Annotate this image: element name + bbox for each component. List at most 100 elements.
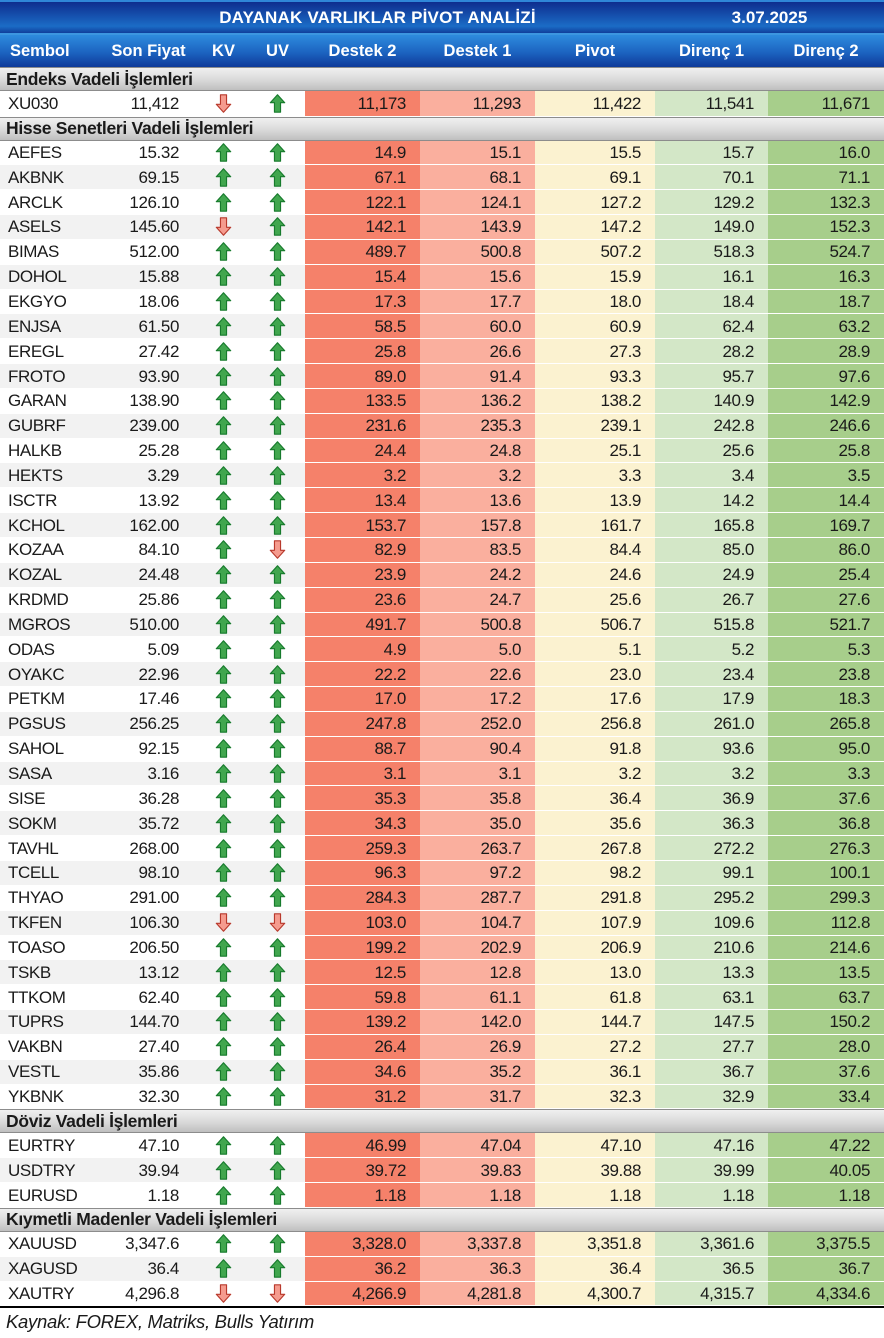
- kv-arrow-cell: [197, 264, 250, 290]
- symbol-cell: VESTL: [0, 1059, 100, 1085]
- up-arrow-icon: [214, 738, 233, 759]
- direnc2-cell: 132.3: [768, 190, 884, 216]
- last-price-cell: 144.70: [100, 1010, 197, 1035]
- kv-arrow-cell: [197, 439, 250, 464]
- pivot-cell: 91.8: [535, 736, 655, 762]
- uv-arrow-cell: [250, 1059, 305, 1085]
- section-header: Endeks Vadeli İşlemleri: [0, 67, 884, 91]
- destek2-cell: 247.8: [305, 711, 420, 737]
- kv-arrow-cell: [197, 389, 250, 414]
- table-row: AKBNK 69.15 67.1 68.1 69.1 70.1 71.1: [0, 165, 884, 191]
- up-arrow-icon: [214, 688, 233, 709]
- table-row: TSKB 13.12 12.5 12.8 13.0 13.3 13.5: [0, 960, 884, 986]
- last-price-cell: 138.90: [100, 389, 197, 414]
- direnc1-cell: 140.9: [655, 388, 768, 414]
- symbol-cell: XAUUSD: [0, 1232, 100, 1257]
- pivot-cell: 127.2: [535, 190, 655, 216]
- uv-arrow-cell: [250, 1158, 305, 1184]
- up-arrow-icon: [214, 564, 233, 585]
- last-price-cell: 98.10: [100, 860, 197, 886]
- destek2-cell: 139.2: [305, 1010, 420, 1035]
- direnc1-cell: 70.1: [655, 165, 768, 191]
- direnc1-cell: 515.8: [655, 612, 768, 638]
- direnc2-cell: 3,375.5: [768, 1231, 884, 1257]
- last-price-cell: 24.48: [100, 562, 197, 588]
- up-arrow-icon: [268, 415, 287, 436]
- uv-arrow-cell: [250, 1010, 305, 1035]
- kv-arrow-cell: [197, 364, 250, 389]
- destek1-cell: 68.1: [420, 165, 535, 191]
- symbol-cell: ISCTR: [0, 488, 100, 514]
- uv-arrow-cell: [250, 860, 305, 886]
- up-arrow-icon: [214, 763, 233, 784]
- up-arrow-icon: [214, 887, 233, 908]
- up-arrow-icon: [214, 241, 233, 262]
- up-arrow-icon: [214, 366, 233, 387]
- destek2-cell: 82.9: [305, 538, 420, 563]
- destek2-cell: 4,266.9: [305, 1281, 420, 1307]
- symbol-cell: SOKM: [0, 811, 100, 837]
- direnc1-cell: 3,361.6: [655, 1231, 768, 1257]
- column-header-direnc2: Direnç 2: [793, 41, 859, 60]
- direnc1-cell: 295.2: [655, 885, 768, 911]
- destek1-cell: 235.3: [420, 413, 535, 439]
- last-price-cell: 256.25: [100, 711, 197, 737]
- pivot-cell: 18.0: [535, 289, 655, 315]
- table-row: GARAN 138.90 133.5 136.2 138.2 140.9 142.9: [0, 388, 884, 414]
- last-price-cell: 15.32: [100, 141, 197, 166]
- uv-arrow-cell: [250, 811, 305, 837]
- pivot-cell: 36.1: [535, 1059, 655, 1085]
- direnc1-cell: 62.4: [655, 314, 768, 340]
- column-header-row: Sembol Son Fiyat KV UV Destek 2 Destek 1…: [0, 33, 884, 67]
- table-row: XAUUSD 3,347.6 3,328.0 3,337.8 3,351.8 3,361.…: [0, 1231, 884, 1257]
- up-arrow-icon: [268, 664, 287, 685]
- kv-arrow-cell: [197, 513, 250, 538]
- up-arrow-icon: [214, 838, 233, 859]
- table-row: KRDMD 25.86 23.6 24.7 25.6 26.7 27.6: [0, 587, 884, 613]
- up-arrow-icon: [214, 341, 233, 362]
- symbol-cell: FROTO: [0, 364, 100, 389]
- section-header: Döviz Vadeli İşlemleri: [0, 1109, 884, 1134]
- down-arrow-icon: [214, 1283, 233, 1304]
- up-arrow-icon: [268, 1185, 287, 1206]
- up-arrow-icon: [214, 639, 233, 660]
- pivot-cell: 69.1: [535, 165, 655, 191]
- pivot-cell: 144.7: [535, 1010, 655, 1035]
- direnc1-cell: 32.9: [655, 1084, 768, 1110]
- up-arrow-icon: [268, 962, 287, 983]
- pivot-cell: 25.6: [535, 587, 655, 613]
- up-arrow-icon: [214, 167, 233, 188]
- destek2-cell: 36.2: [305, 1256, 420, 1282]
- symbol-cell: TAVHL: [0, 836, 100, 861]
- up-arrow-icon: [214, 192, 233, 213]
- up-arrow-icon: [268, 167, 287, 188]
- destek1-cell: 11,293: [420, 91, 535, 117]
- destek2-cell: 59.8: [305, 985, 420, 1011]
- table-row: OYAKC 22.96 22.2 22.6 23.0 23.4 23.8: [0, 662, 884, 688]
- column-header-son-fiyat: Son Fiyat: [111, 41, 186, 60]
- direnc1-cell: 17.9: [655, 687, 768, 712]
- column-header-sembol: Sembol: [10, 41, 70, 60]
- pivot-cell: 27.3: [535, 339, 655, 365]
- symbol-cell: YKBNK: [0, 1085, 100, 1110]
- table-row: TUPRS 144.70 139.2 142.0 144.7 147.5 150.2: [0, 1010, 884, 1035]
- up-arrow-icon: [268, 937, 287, 958]
- table-row: TTKOM 62.40 59.8 61.1 61.8 63.1 63.7: [0, 985, 884, 1011]
- kv-arrow-cell: [197, 886, 250, 911]
- pivot-cell: 15.5: [535, 140, 655, 166]
- last-price-cell: 92.15: [100, 737, 197, 762]
- direnc2-cell: 5.3: [768, 637, 884, 663]
- kv-arrow-cell: [197, 612, 250, 638]
- table-row: MGROS 510.00 491.7 500.8 506.7 515.8 521.7: [0, 612, 884, 638]
- up-arrow-icon: [214, 788, 233, 809]
- destek1-cell: 4,281.8: [420, 1281, 535, 1307]
- up-arrow-icon: [268, 216, 287, 237]
- up-arrow-icon: [268, 1061, 287, 1082]
- kv-arrow-cell: [197, 1158, 250, 1184]
- direnc1-cell: 165.8: [655, 513, 768, 538]
- table-row: THYAO 291.00 284.3 287.7 291.8 295.2 299.3: [0, 885, 884, 911]
- table-row: TKFEN 106.30 103.0 104.7 107.9 109.6 112.8: [0, 910, 884, 936]
- destek1-cell: 97.2: [420, 860, 535, 886]
- symbol-cell: HALKB: [0, 439, 100, 464]
- destek1-cell: 3,337.8: [420, 1231, 535, 1257]
